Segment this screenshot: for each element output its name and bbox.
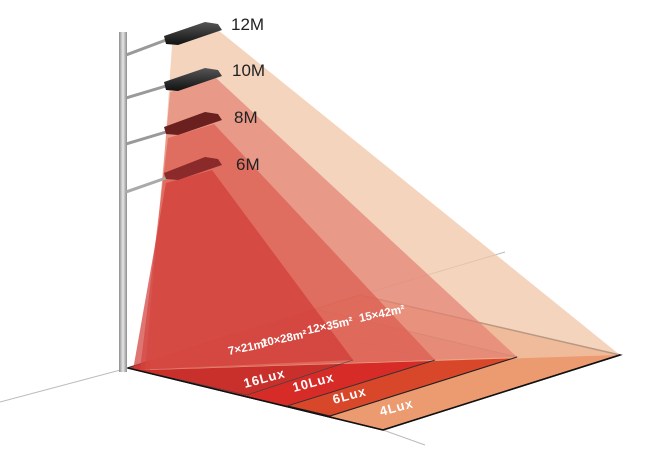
light-pole [119,32,127,372]
ground-line-front [382,429,426,446]
height-label-10m: 10M [232,61,265,80]
height-label-6m: 6M [236,155,260,174]
zone-outline-10lux [286,359,436,407]
beam-6m [133,170,353,370]
height-label-8m: 8M [234,108,258,127]
zone-outline-16lux [246,359,354,396]
lamp-8m [125,112,222,146]
height-label-12m: 12M [231,15,264,34]
ground-line-left [0,367,129,403]
lamp-10m [125,68,222,100]
lamp-12m [125,22,222,57]
lamp-6m [125,157,222,194]
zone-outline [127,354,621,431]
zone-outline-6lux [329,356,518,417]
